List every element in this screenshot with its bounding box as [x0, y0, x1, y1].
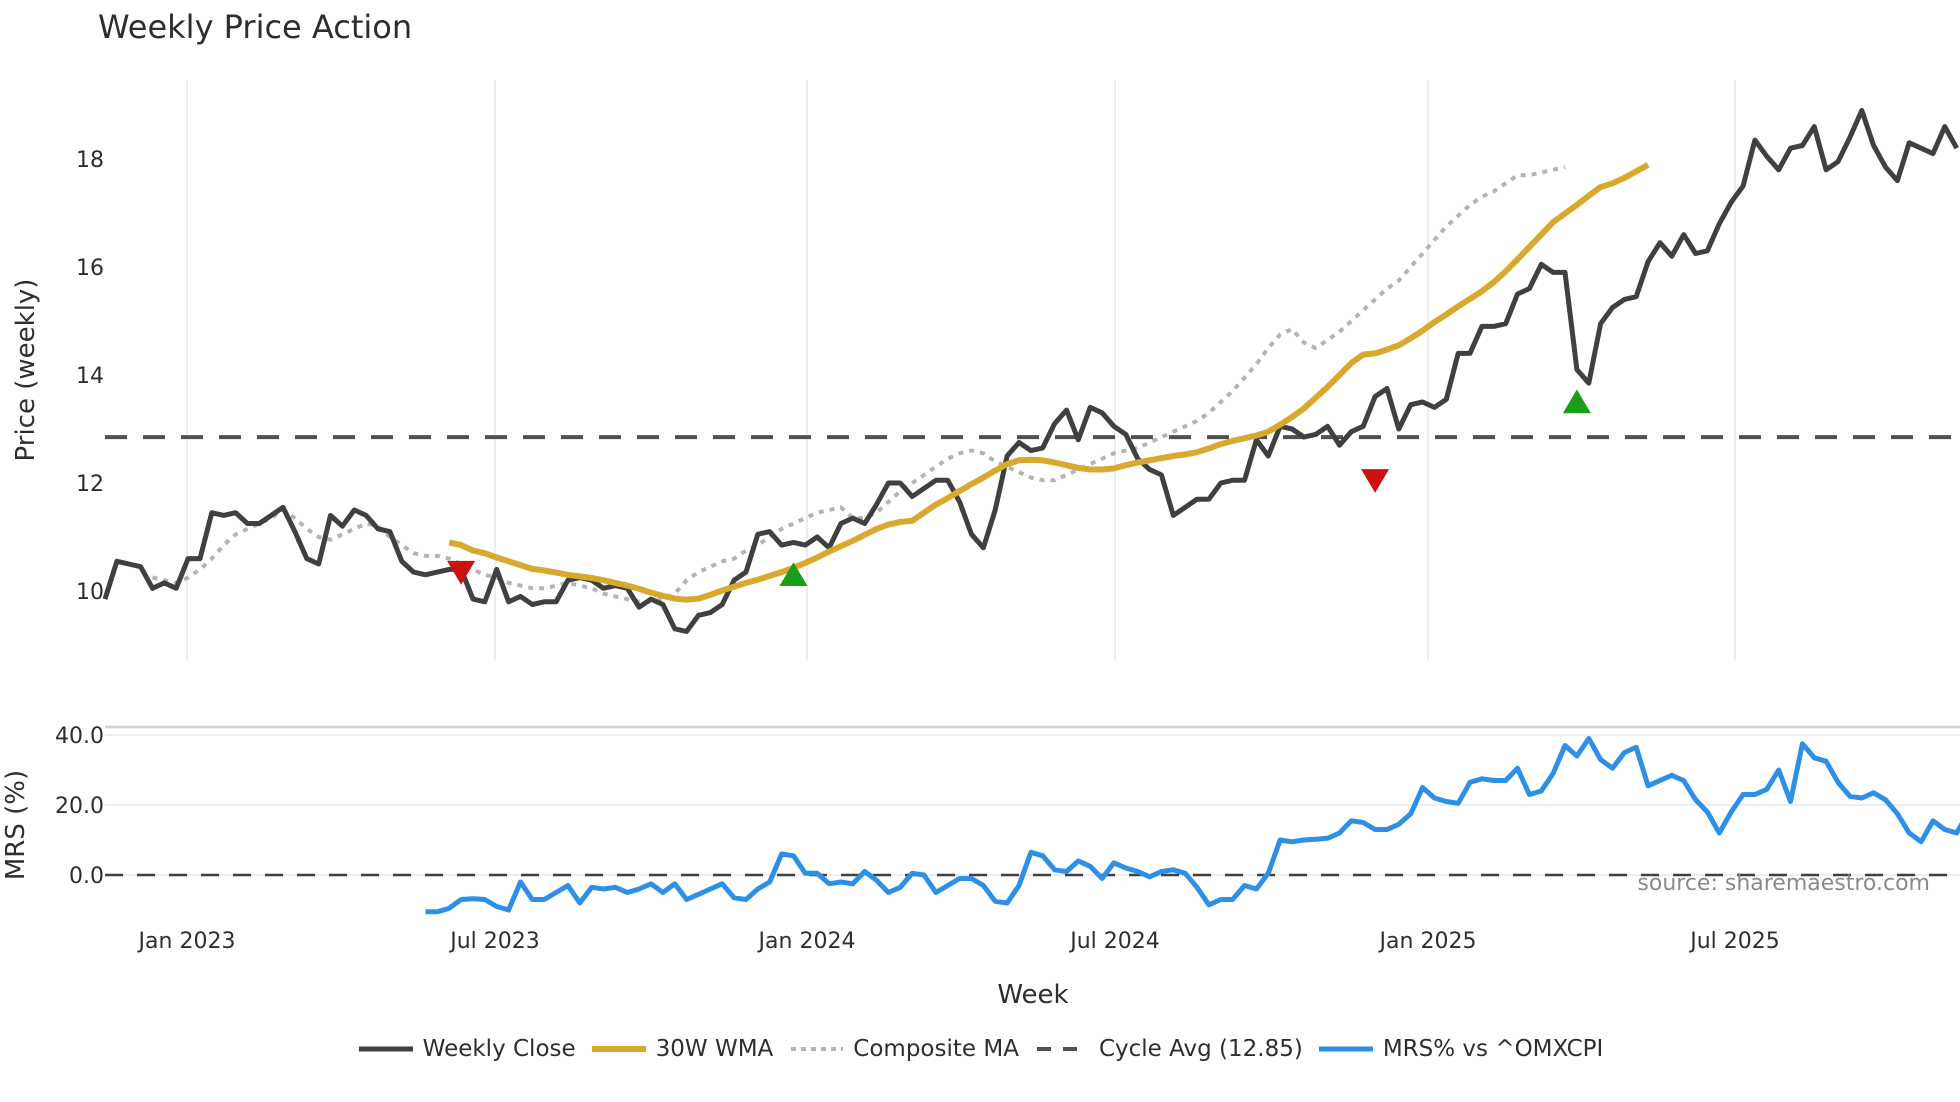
legend-label: Composite MA: [853, 1036, 1019, 1062]
price-y-tick-label: 10: [76, 580, 104, 605]
cycle-avg-line: [105, 435, 1960, 877]
legend-label: Cycle Avg (12.85): [1098, 1036, 1303, 1062]
sell-signal-triangle-down-icon: [1361, 469, 1390, 493]
legend-item-composite-ma[interactable]: Composite MA: [787, 1036, 1019, 1062]
sell-signal-triangle-down-icon: [447, 560, 476, 585]
legend-label: MRS% vs ^OMXCPI: [1382, 1036, 1604, 1062]
legend-label: 30W WMA: [655, 1036, 774, 1062]
x-tick-label: Jul 2025: [1688, 929, 1780, 954]
mrs-y-tick-label: 20.0: [55, 794, 104, 819]
price-y-tick-label: 12: [76, 472, 104, 497]
legend-item-cycle-avg[interactable]: Cycle Avg (12.85): [1033, 1036, 1303, 1062]
legend-item-mrs[interactable]: MRS% vs ^OMXCPI: [1317, 1036, 1604, 1062]
dashed-line-icon: [1033, 1042, 1091, 1056]
legend-label: Weekly Close: [422, 1036, 576, 1062]
price-axis-title: Price (weekly): [11, 279, 41, 462]
axis-labels: Jan 2023 Jul 2023 Jan 2024 Jul 2024 Jan 2025…: [55, 148, 1780, 954]
solid-line-icon: [1317, 1042, 1375, 1056]
wma-line: [448, 162, 1650, 603]
buy-signal-triangle-up-icon: [779, 562, 808, 586]
chart-title: Weekly Price Action: [98, 8, 413, 46]
weekly-close-line: [102, 107, 1959, 634]
source-note: source: sharemaestro.com: [1637, 871, 1930, 896]
x-tick-label: Jul 2023: [448, 929, 540, 954]
x-tick-label: Jan 2025: [1378, 929, 1477, 954]
series-lines: [102, 107, 1960, 915]
signal-markers: [447, 389, 1591, 586]
buy-signal-triangle-up-icon: [1562, 389, 1591, 414]
legend: Weekly Close 30W WMA Composite MA Cycle …: [0, 1036, 1960, 1062]
legend-item-weekly-close[interactable]: Weekly Close: [357, 1036, 576, 1062]
legend-item-30w-wma[interactable]: 30W WMA: [590, 1036, 774, 1062]
solid-line-icon: [357, 1042, 415, 1056]
mrs-y-tick-label: 40.0: [55, 724, 104, 749]
price-y-tick-label: 18: [76, 148, 104, 173]
dotted-line-icon: [787, 1042, 845, 1056]
mrs-y-tick-label: 0.0: [69, 864, 104, 889]
price-y-tick-label: 16: [76, 256, 104, 281]
x-tick-label: Jan 2023: [137, 929, 236, 954]
mrs-line: [425, 736, 1960, 915]
gridlines: [105, 80, 1960, 876]
price-y-tick-label: 14: [76, 364, 104, 389]
mrs-axis-title: MRS (%): [1, 770, 31, 880]
x-axis-title: Week: [997, 980, 1068, 1010]
solid-line-icon: [590, 1042, 648, 1056]
x-tick-label: Jan 2024: [757, 929, 856, 954]
x-tick-label: Jul 2024: [1068, 929, 1160, 954]
